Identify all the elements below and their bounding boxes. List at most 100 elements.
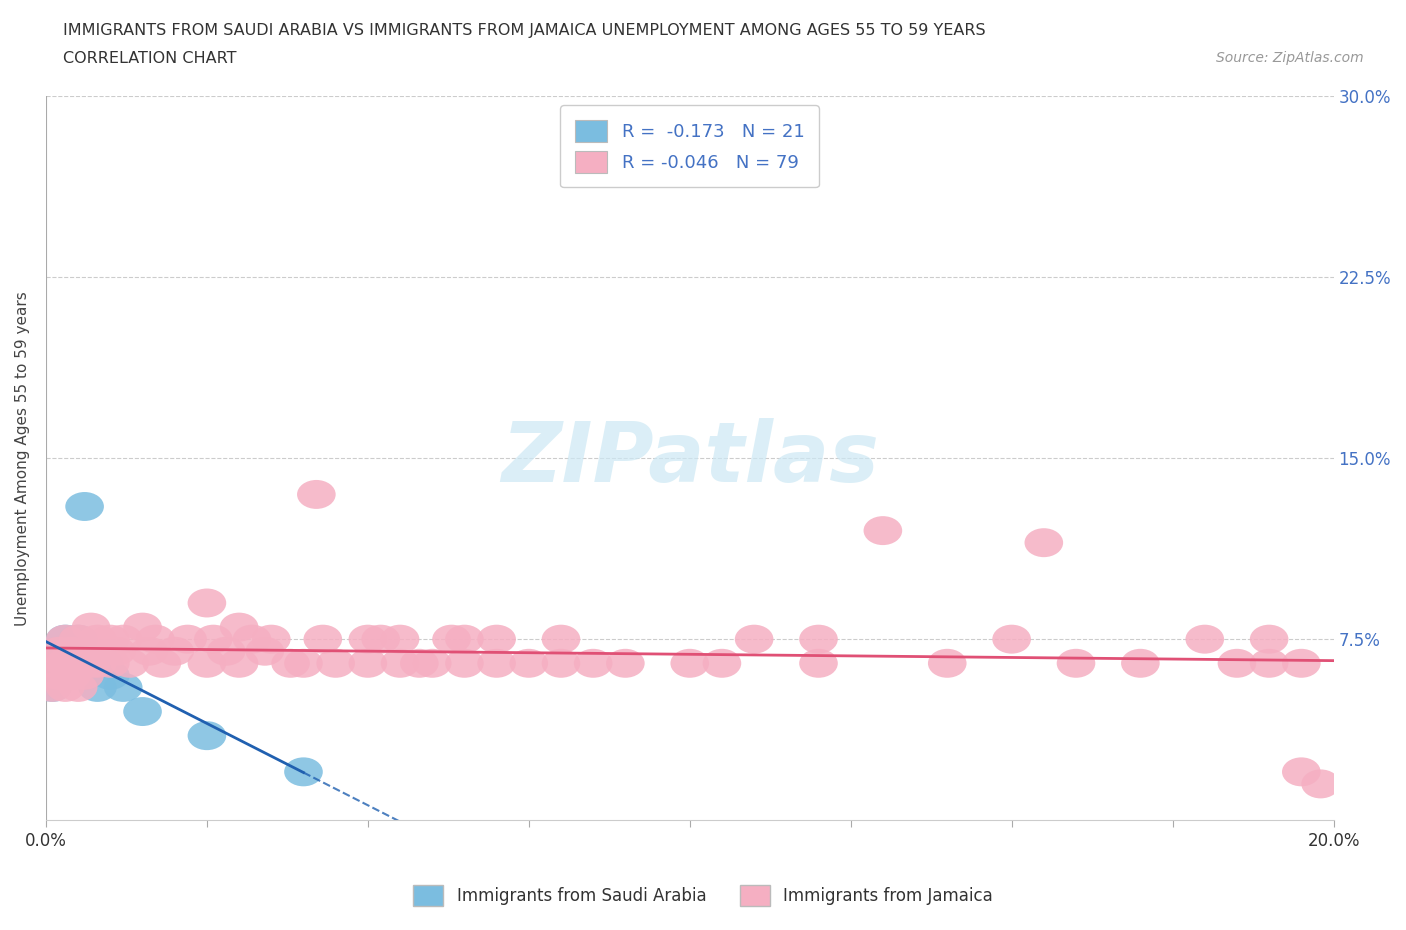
Ellipse shape xyxy=(104,673,142,702)
Ellipse shape xyxy=(1302,769,1340,798)
Ellipse shape xyxy=(928,649,966,678)
Ellipse shape xyxy=(52,637,91,666)
Ellipse shape xyxy=(1025,528,1063,557)
Ellipse shape xyxy=(65,661,104,690)
Ellipse shape xyxy=(72,613,110,642)
Ellipse shape xyxy=(72,649,110,678)
Ellipse shape xyxy=(863,516,903,545)
Ellipse shape xyxy=(52,637,91,666)
Text: ZIPatlas: ZIPatlas xyxy=(501,418,879,498)
Ellipse shape xyxy=(703,649,741,678)
Ellipse shape xyxy=(401,649,439,678)
Ellipse shape xyxy=(129,637,169,666)
Ellipse shape xyxy=(34,673,72,702)
Ellipse shape xyxy=(59,649,97,678)
Ellipse shape xyxy=(84,649,124,678)
Ellipse shape xyxy=(46,649,84,678)
Ellipse shape xyxy=(297,480,336,509)
Ellipse shape xyxy=(381,625,419,654)
Ellipse shape xyxy=(124,698,162,726)
Ellipse shape xyxy=(477,649,516,678)
Ellipse shape xyxy=(477,625,516,654)
Y-axis label: Unemployment Among Ages 55 to 59 years: Unemployment Among Ages 55 to 59 years xyxy=(15,291,30,626)
Ellipse shape xyxy=(79,649,117,678)
Ellipse shape xyxy=(993,625,1031,654)
Ellipse shape xyxy=(509,649,548,678)
Ellipse shape xyxy=(79,625,117,654)
Ellipse shape xyxy=(1250,649,1288,678)
Ellipse shape xyxy=(284,757,323,787)
Ellipse shape xyxy=(1250,625,1288,654)
Ellipse shape xyxy=(219,613,259,642)
Ellipse shape xyxy=(59,625,97,654)
Ellipse shape xyxy=(91,661,129,690)
Ellipse shape xyxy=(79,649,117,678)
Ellipse shape xyxy=(46,649,84,678)
Ellipse shape xyxy=(39,637,79,666)
Ellipse shape xyxy=(735,625,773,654)
Ellipse shape xyxy=(91,625,129,654)
Ellipse shape xyxy=(59,625,97,654)
Ellipse shape xyxy=(97,637,136,666)
Ellipse shape xyxy=(52,661,91,690)
Ellipse shape xyxy=(84,637,124,666)
Ellipse shape xyxy=(349,649,387,678)
Ellipse shape xyxy=(110,649,149,678)
Ellipse shape xyxy=(187,589,226,618)
Ellipse shape xyxy=(252,625,291,654)
Ellipse shape xyxy=(91,649,129,678)
Ellipse shape xyxy=(799,649,838,678)
Ellipse shape xyxy=(169,625,207,654)
Ellipse shape xyxy=(72,649,110,678)
Ellipse shape xyxy=(1282,757,1320,787)
Legend: Immigrants from Saudi Arabia, Immigrants from Jamaica: Immigrants from Saudi Arabia, Immigrants… xyxy=(406,879,1000,912)
Ellipse shape xyxy=(34,649,72,678)
Ellipse shape xyxy=(606,649,645,678)
Ellipse shape xyxy=(187,721,226,751)
Ellipse shape xyxy=(79,673,117,702)
Legend: R =  -0.173   N = 21, R = -0.046   N = 79: R = -0.173 N = 21, R = -0.046 N = 79 xyxy=(561,105,820,188)
Ellipse shape xyxy=(59,673,97,702)
Ellipse shape xyxy=(1282,649,1320,678)
Ellipse shape xyxy=(65,661,104,690)
Ellipse shape xyxy=(284,649,323,678)
Ellipse shape xyxy=(541,649,581,678)
Ellipse shape xyxy=(104,625,142,654)
Ellipse shape xyxy=(316,649,354,678)
Ellipse shape xyxy=(541,625,581,654)
Ellipse shape xyxy=(194,625,232,654)
Ellipse shape xyxy=(39,661,79,690)
Ellipse shape xyxy=(1057,649,1095,678)
Ellipse shape xyxy=(446,625,484,654)
Ellipse shape xyxy=(432,625,471,654)
Ellipse shape xyxy=(59,649,97,678)
Ellipse shape xyxy=(136,625,174,654)
Ellipse shape xyxy=(1185,625,1225,654)
Ellipse shape xyxy=(574,649,613,678)
Ellipse shape xyxy=(1218,649,1257,678)
Ellipse shape xyxy=(349,625,387,654)
Ellipse shape xyxy=(799,625,838,654)
Ellipse shape xyxy=(232,625,271,654)
Ellipse shape xyxy=(142,649,181,678)
Ellipse shape xyxy=(65,637,104,666)
Text: IMMIGRANTS FROM SAUDI ARABIA VS IMMIGRANTS FROM JAMAICA UNEMPLOYMENT AMONG AGES : IMMIGRANTS FROM SAUDI ARABIA VS IMMIGRAN… xyxy=(63,23,986,38)
Ellipse shape xyxy=(46,625,84,654)
Text: CORRELATION CHART: CORRELATION CHART xyxy=(63,51,236,66)
Ellipse shape xyxy=(156,637,194,666)
Ellipse shape xyxy=(1121,649,1160,678)
Ellipse shape xyxy=(187,649,226,678)
Ellipse shape xyxy=(304,625,342,654)
Ellipse shape xyxy=(46,673,84,702)
Ellipse shape xyxy=(34,649,72,678)
Ellipse shape xyxy=(381,649,419,678)
Ellipse shape xyxy=(65,492,104,521)
Ellipse shape xyxy=(124,613,162,642)
Ellipse shape xyxy=(207,637,246,666)
Ellipse shape xyxy=(46,625,84,654)
Ellipse shape xyxy=(361,625,401,654)
Ellipse shape xyxy=(219,649,259,678)
Ellipse shape xyxy=(52,661,91,690)
Ellipse shape xyxy=(446,649,484,678)
Ellipse shape xyxy=(413,649,451,678)
